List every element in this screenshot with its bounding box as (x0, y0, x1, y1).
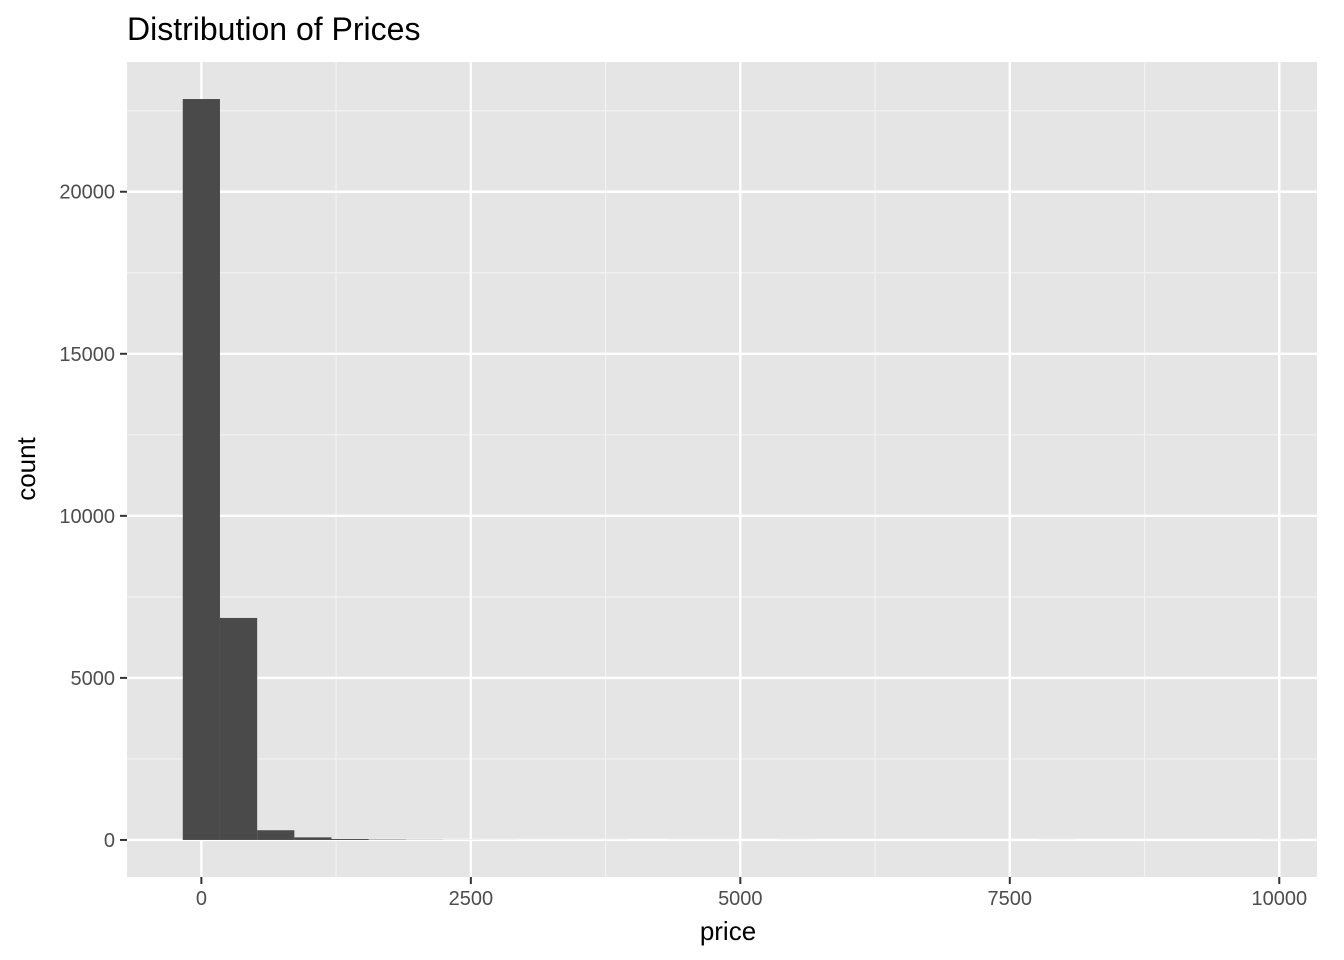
y-tick-label: 15000 (59, 344, 115, 366)
y-axis-title: count (11, 436, 41, 500)
y-axis: 0 5000 10000 15000 20000 (59, 182, 127, 852)
y-tick-label: 10000 (59, 506, 115, 528)
histogram-bar (257, 830, 295, 840)
x-tick-label: 0 (196, 888, 207, 910)
histogram-bar (219, 617, 258, 840)
x-axis-title: price (700, 916, 756, 946)
minor-gridlines (127, 62, 1317, 877)
x-tick-label: 5000 (718, 888, 763, 910)
chart-title: Distribution of Prices (127, 11, 420, 47)
y-tick-label: 0 (104, 830, 115, 852)
major-gridlines (127, 62, 1317, 877)
histogram-bars (182, 99, 1299, 840)
y-tick-label: 5000 (71, 668, 116, 690)
histogram-bar (182, 99, 220, 840)
x-tick-label: 7500 (988, 888, 1033, 910)
y-tick-label: 20000 (59, 182, 115, 204)
x-tick-label: 2500 (449, 888, 494, 910)
histogram-bar (294, 837, 332, 840)
plot-panel (127, 62, 1317, 877)
x-tick-label: 10000 (1251, 888, 1307, 910)
histogram-bar (331, 838, 369, 840)
x-axis: 0 2500 5000 7500 10000 (196, 877, 1307, 910)
